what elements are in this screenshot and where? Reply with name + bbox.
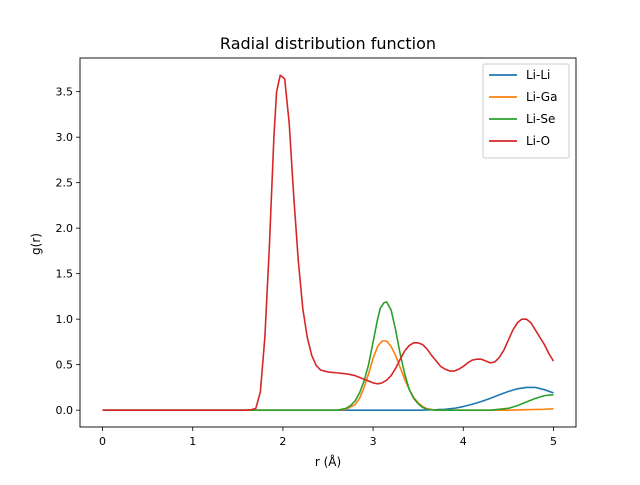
plot-frame [79, 57, 577, 428]
chart-title: Radial distribution function [220, 34, 436, 53]
y-tick-label: 3.5 [56, 86, 74, 99]
series-line-li-se [102, 301, 554, 411]
y-tick-label: 1.0 [56, 313, 74, 326]
y-tick-label: 0.5 [56, 359, 74, 372]
legend-box [482, 63, 570, 159]
x-tick-label: 2 [279, 435, 286, 448]
legend-label: Li-O [526, 134, 550, 148]
lines-layer [102, 74, 555, 411]
x-tick-label: 0 [99, 435, 106, 448]
y-tick-label: 3.0 [56, 131, 74, 144]
series-line-li-o [102, 74, 555, 411]
legend-label: Li-Se [526, 112, 555, 126]
x-tick-label: 3 [370, 435, 377, 448]
x-axis-label: r (Å) [315, 454, 341, 469]
x-tick-label: 4 [460, 435, 467, 448]
y-axis-label: g(r) [29, 233, 43, 255]
y-tick-label: 2.5 [56, 177, 74, 190]
series-line-li-li [102, 386, 554, 411]
y-tick-label: 2.0 [56, 222, 74, 235]
x-tick-label: 1 [189, 435, 196, 448]
y-tick-label: 1.5 [56, 268, 74, 281]
x-tick-label: 5 [550, 435, 557, 448]
legend: Li-Li Li-Ga Li-Se Li-O [482, 63, 570, 159]
legend-label: Li-Li [526, 68, 550, 82]
legend-label: Li-Ga [526, 90, 557, 104]
ticks-layer: 0 1 2 3 4 5 0.0 0.5 1.0 1.5 2.0 2.5 3.0 3.5 [56, 86, 557, 448]
y-tick-label: 0.0 [56, 404, 74, 417]
